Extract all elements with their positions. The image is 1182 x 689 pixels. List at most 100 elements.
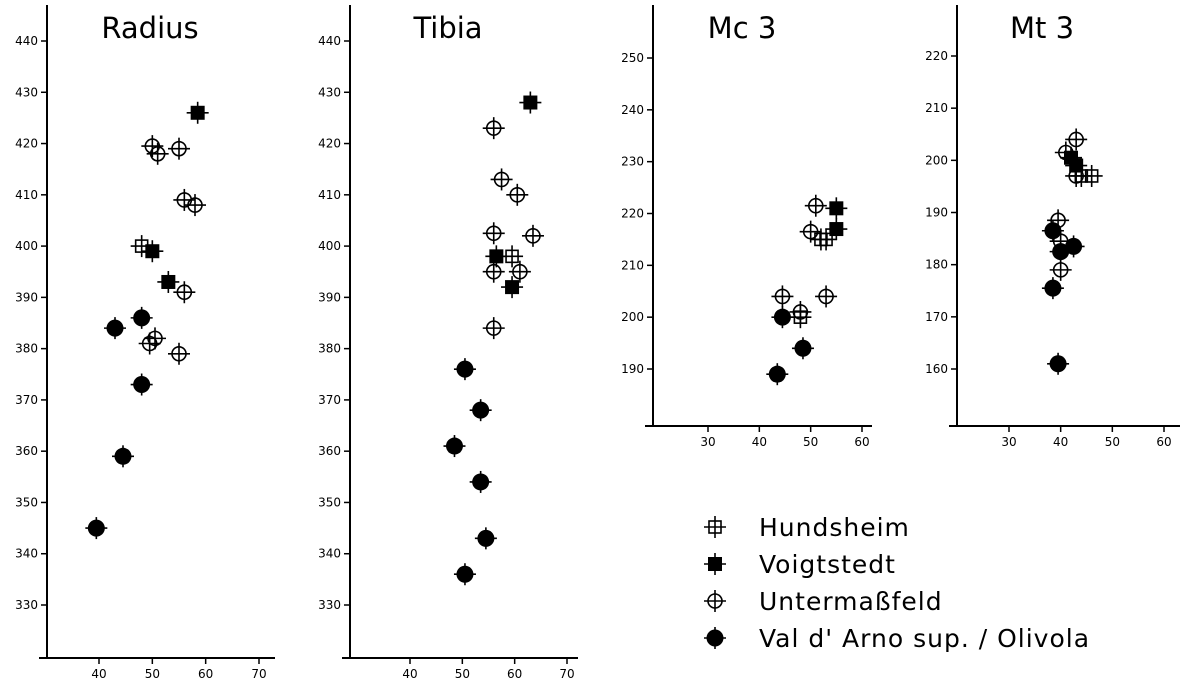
- data-point: [771, 306, 794, 329]
- y-tick-label: 210: [621, 258, 644, 272]
- series-filled-square: [485, 91, 542, 299]
- series-open-square: [789, 228, 838, 329]
- data-point: [791, 337, 814, 360]
- legend-marker-filled-square: [704, 553, 726, 575]
- x-tick-label: 60: [1156, 435, 1171, 449]
- data-point: [1062, 235, 1085, 258]
- y-tick-label: 390: [318, 290, 341, 304]
- series-open-circle: [138, 135, 206, 365]
- data-point: [141, 240, 164, 263]
- data-point: [506, 183, 529, 206]
- data-point: [186, 101, 209, 124]
- panel-title: Mc 3: [708, 11, 777, 45]
- data-point: [482, 117, 505, 140]
- y-tick-label: 440: [318, 34, 341, 48]
- legend-label: Val d' Arno sup. / Olivola: [759, 624, 1090, 653]
- data-point: [482, 260, 505, 283]
- data-point: [469, 470, 492, 493]
- y-tick-label: 380: [318, 342, 341, 356]
- y-tick-label: 350: [318, 495, 341, 509]
- legend-label: Voigtstedt: [759, 550, 896, 579]
- data-point: [168, 342, 190, 365]
- data-point: [1041, 277, 1064, 300]
- data-point: [168, 137, 190, 160]
- data-point: [1054, 141, 1077, 164]
- data-point: [173, 281, 196, 304]
- x-tick-label: 60: [198, 667, 213, 681]
- x-tick-label: 50: [145, 667, 160, 681]
- x-tick-label: 30: [1001, 435, 1016, 449]
- data-point: [1049, 258, 1072, 281]
- data-point: [521, 224, 544, 247]
- panel-mc-3: Mc 3 190 200 210 220 230 240 250 30 40 50 60: [621, 5, 872, 449]
- y-tick-label: 360: [15, 444, 38, 458]
- data-point: [104, 317, 126, 340]
- panel-title: Tibia: [412, 11, 482, 45]
- data-point: [1041, 219, 1064, 242]
- data-point: [184, 194, 206, 217]
- y-tick-label: 410: [15, 188, 38, 202]
- y-tick-label: 250: [621, 51, 644, 65]
- data-point: [482, 317, 505, 340]
- data-point: [1065, 164, 1088, 187]
- y-tick-label: 420: [318, 137, 341, 151]
- y-tick-label: 430: [318, 85, 341, 99]
- series-filled-square: [1060, 146, 1088, 177]
- series-filled-square: [825, 197, 848, 241]
- legend-item: Hundsheim: [704, 513, 909, 542]
- series-filled-square: [141, 101, 209, 293]
- legend-item: Voigtstedt: [704, 550, 896, 579]
- series-filled-circle: [1041, 219, 1085, 375]
- y-tick-label: 400: [15, 239, 38, 253]
- series-filled-circle: [443, 358, 497, 586]
- data-point: [443, 435, 466, 458]
- y-tick-label: 340: [318, 547, 341, 561]
- data-point: [804, 194, 827, 217]
- y-tick-label: 360: [318, 444, 341, 458]
- x-tick-label: 50: [1105, 435, 1120, 449]
- x-tick-label: 40: [752, 435, 767, 449]
- data-point: [85, 517, 108, 540]
- data-point: [789, 300, 812, 323]
- y-tick-label: 200: [621, 310, 644, 324]
- data-point: [519, 91, 542, 114]
- data-point: [173, 188, 196, 211]
- panel-title: Mt 3: [1010, 11, 1074, 45]
- data-point: [825, 218, 848, 241]
- x-tick-label: 40: [91, 667, 106, 681]
- y-tick-label: 390: [15, 290, 38, 304]
- data-point: [485, 245, 508, 268]
- panel-tibia: Tibia 330 340 350 360 370 380 390 400 410 420 430 44…: [318, 5, 578, 681]
- data-point: [766, 363, 789, 386]
- data-point: [825, 197, 848, 220]
- series-filled-circle: [85, 306, 153, 540]
- panel-mt-3: Mt 3 160 170 180 190 200 210 220 30 40 50 60: [925, 5, 1180, 449]
- x-tick-label: 30: [700, 435, 715, 449]
- y-tick-label: 410: [318, 188, 341, 202]
- panel-radius: Radius 330 340 350 360 370 380 390 400 410 420 430 4…: [15, 5, 275, 681]
- data-point: [130, 373, 153, 396]
- x-tick-label: 60: [507, 667, 522, 681]
- y-tick-label: 380: [15, 342, 38, 356]
- data-point: [469, 399, 492, 422]
- y-tick-label: 330: [15, 598, 38, 612]
- data-point: [771, 285, 794, 308]
- y-tick-label: 340: [15, 547, 38, 561]
- legend-marker-open-circle: [704, 590, 726, 612]
- data-point: [453, 358, 476, 381]
- x-tick-label: 50: [803, 435, 818, 449]
- legend-marker-open-square: [704, 516, 726, 538]
- legend-marker-filled-circle: [704, 627, 726, 649]
- data-point: [138, 332, 161, 355]
- legend: Hundsheim Voigtstedt Untermaßfeld Val d' Ar…: [704, 513, 1090, 653]
- data-point: [1047, 352, 1070, 375]
- series-open-circle: [482, 117, 544, 340]
- y-tick-label: 220: [621, 207, 644, 221]
- y-tick-label: 430: [15, 85, 38, 99]
- data-point: [146, 142, 169, 165]
- y-tick-label: 240: [621, 103, 644, 117]
- x-tick-label: 70: [251, 667, 266, 681]
- y-tick-label: 230: [621, 155, 644, 169]
- series-filled-circle: [766, 306, 814, 386]
